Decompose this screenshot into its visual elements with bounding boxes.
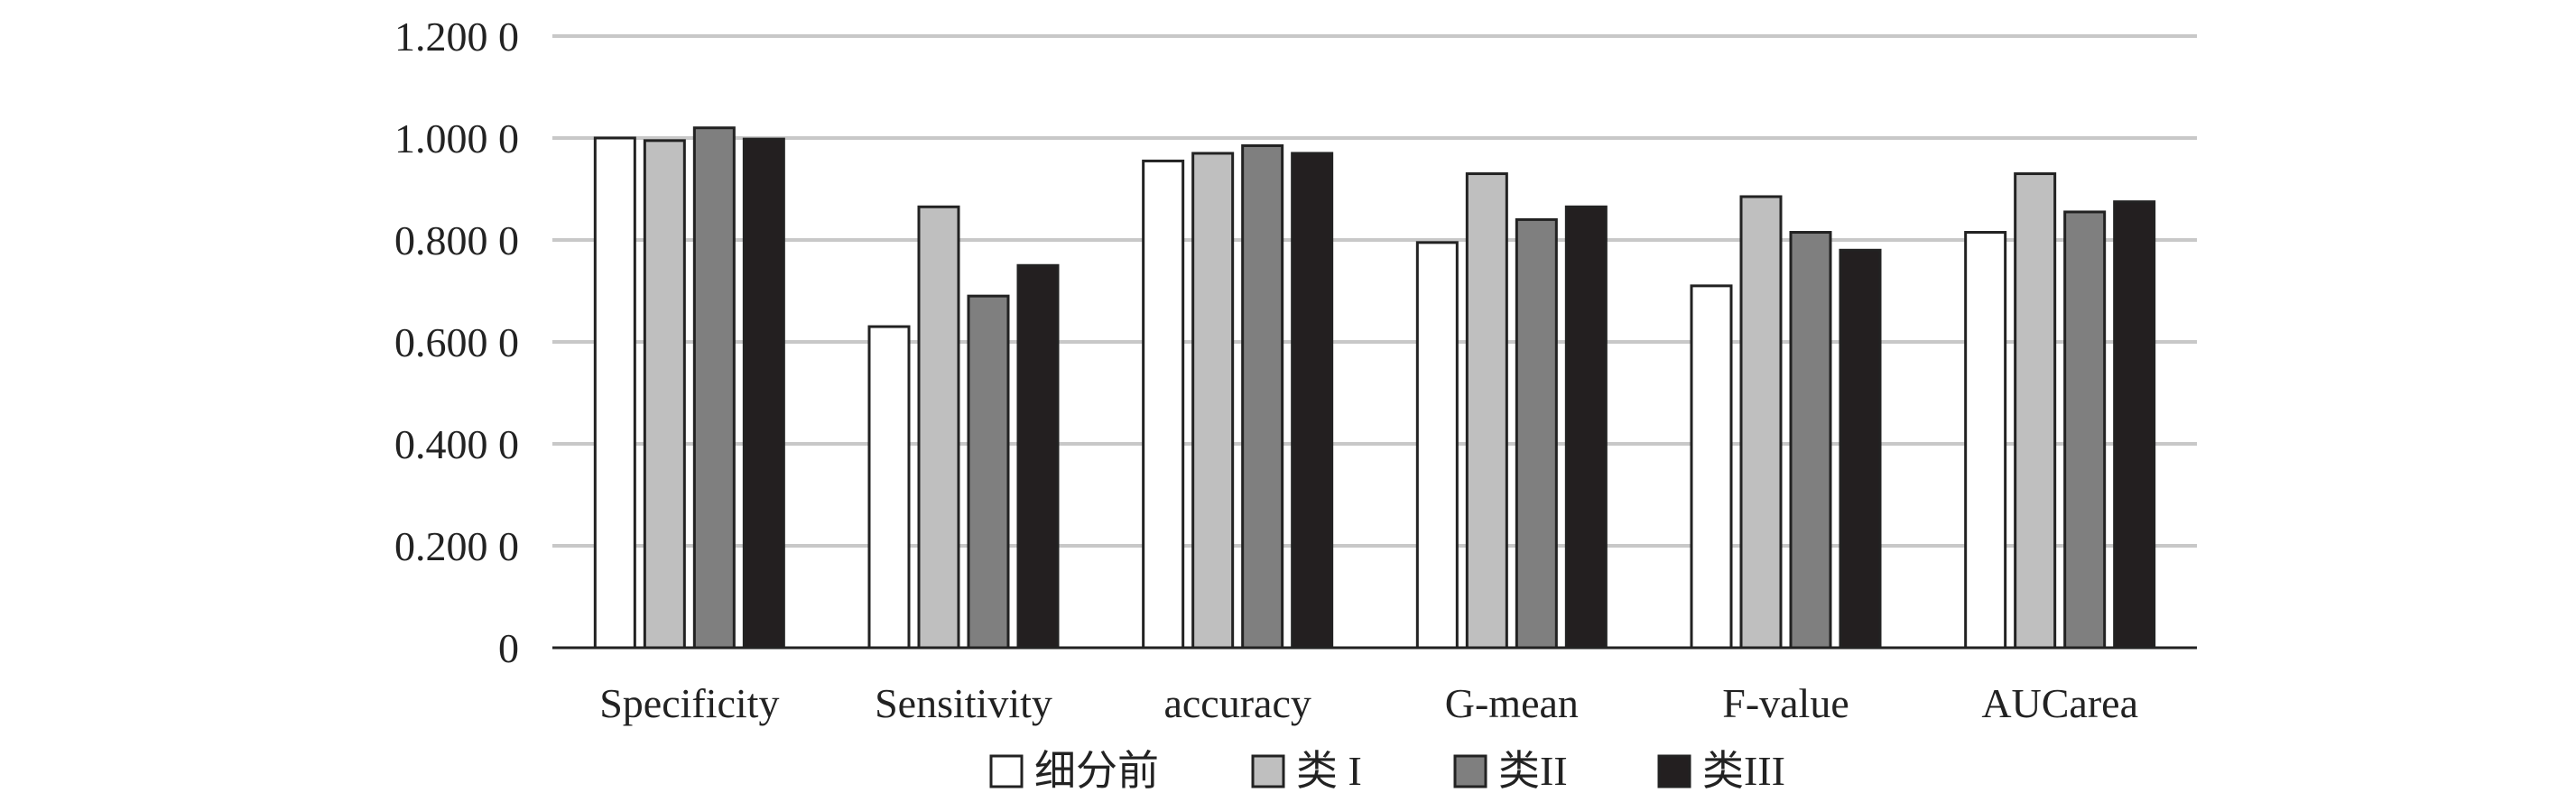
legend-label: 细分前 xyxy=(1034,748,1159,794)
bar-g-mean-series-2 xyxy=(1465,172,1508,650)
bar-specificity-series-3 xyxy=(692,126,736,650)
y-tick-label: 0.200 0 xyxy=(394,523,519,569)
x-category-label: accuracy xyxy=(1163,680,1311,726)
legend-swatch xyxy=(1251,754,1285,788)
bar-accuracy-series-2 xyxy=(1191,152,1235,650)
legend-label: 类III xyxy=(1702,748,1785,794)
legend: 细分前 类 I 类II 类III xyxy=(989,748,1785,794)
bar-specificity-series-2 xyxy=(643,139,686,650)
y-tick-label: 0.600 0 xyxy=(394,319,519,365)
bar-f-value-series-1 xyxy=(1690,284,1733,650)
bar-sensitivity-series-2 xyxy=(917,205,960,650)
y-axis-tick-labels: 0 0.200 0 0.400 0 0.600 0 0.800 0 1.000 0 1.20… xyxy=(394,14,519,671)
bar-aucarea-series-2 xyxy=(2014,172,2057,650)
bar-aucarea-series-1 xyxy=(1964,231,2007,650)
y-tick-label: 1.000 0 xyxy=(394,115,519,161)
x-category-label: G-mean xyxy=(1445,680,1579,726)
bar-specificity-series-4 xyxy=(742,137,785,650)
x-category-label: AUCarea xyxy=(1981,680,2138,726)
legend-swatch xyxy=(1453,754,1487,788)
y-tick-label: 1.200 0 xyxy=(394,14,519,60)
bar-sensitivity-series-4 xyxy=(1016,263,1060,650)
y-tick-label: 0.400 0 xyxy=(394,421,519,467)
x-category-label: Sensitivity xyxy=(875,680,1052,726)
bar-g-mean-series-3 xyxy=(1515,217,1558,650)
x-category-label: F-value xyxy=(1722,680,1849,726)
x-axis-category-labels: Specificity Sensitivity accuracy G-mean F-va… xyxy=(599,680,2138,726)
bar-f-value-series-4 xyxy=(1839,248,1882,650)
bar-accuracy-series-3 xyxy=(1241,143,1284,650)
gridlines xyxy=(552,34,2197,548)
bar-g-mean-series-4 xyxy=(1564,205,1608,650)
bars xyxy=(593,126,2156,650)
bar-sensitivity-series-3 xyxy=(967,294,1010,650)
bar-specificity-series-1 xyxy=(593,136,636,650)
bar-aucarea-series-3 xyxy=(2063,210,2107,650)
bar-f-value-series-3 xyxy=(1789,231,1832,650)
bar-f-value-series-2 xyxy=(1739,195,1783,650)
bar-g-mean-series-1 xyxy=(1415,241,1459,650)
x-category-label: Specificity xyxy=(599,680,779,726)
bar-aucarea-series-4 xyxy=(2113,200,2156,650)
y-tick-label: 0 xyxy=(498,625,519,671)
legend-swatch xyxy=(1657,754,1691,788)
y-tick-label: 0.800 0 xyxy=(394,217,519,263)
bar-sensitivity-series-1 xyxy=(867,325,911,650)
legend-label: 类II xyxy=(1498,748,1568,794)
bar-accuracy-series-4 xyxy=(1291,152,1334,650)
legend-label: 类 I xyxy=(1296,748,1362,794)
bar-accuracy-series-1 xyxy=(1142,159,1185,650)
legend-swatch xyxy=(989,754,1024,788)
